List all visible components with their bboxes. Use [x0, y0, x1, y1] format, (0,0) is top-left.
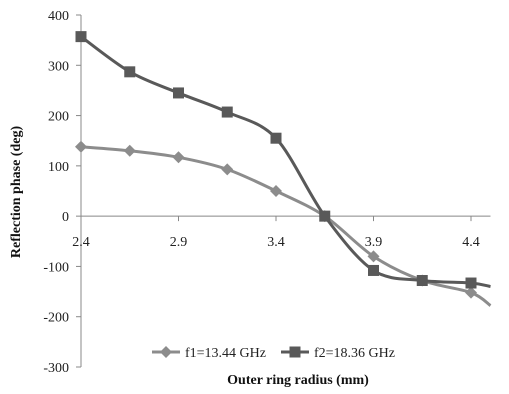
- data-point: [221, 163, 234, 176]
- legend-label: f1=13.44 GHz: [185, 346, 266, 361]
- y-axis: 400 300 200 100 0 -100 -200 -300: [43, 9, 82, 376]
- data-point: [172, 151, 185, 164]
- data-point: [368, 264, 379, 276]
- data-point: [173, 87, 184, 99]
- x-tick-label: 3.9: [365, 235, 383, 250]
- data-point: [221, 106, 233, 118]
- data-point: [367, 250, 380, 263]
- x-axis-title: Outer ring radius (mm): [227, 373, 369, 388]
- data-point: [319, 210, 331, 222]
- series-line: [80, 145, 492, 307]
- data-point: [75, 31, 87, 43]
- data-point: [465, 286, 477, 299]
- data-point: [123, 144, 136, 157]
- y-tick-label: -100: [43, 260, 69, 275]
- y-tick-label: 400: [48, 9, 69, 24]
- legend-marker: [160, 346, 172, 358]
- y-tick-label: 200: [48, 110, 69, 125]
- y-tick-label: -200: [43, 311, 69, 326]
- data-point: [416, 275, 428, 287]
- data-point: [465, 277, 477, 289]
- legend-marker: [289, 346, 301, 358]
- x-axis: 2.4 2.9 3.4 3.9 4.4: [72, 215, 491, 250]
- y-tick-label: 100: [48, 160, 69, 175]
- y-axis-title: Reflection phase (deg): [9, 126, 24, 259]
- data-point: [270, 132, 282, 144]
- legend: f1=13.44 GHz f2=18.36 GHz: [152, 346, 395, 361]
- data-point: [270, 185, 282, 197]
- legend-label: f2=18.36 GHz: [314, 346, 395, 361]
- x-tick-label: 4.4: [462, 235, 480, 250]
- y-tick-label: 0: [62, 210, 69, 225]
- x-tick-label: 2.9: [170, 235, 188, 250]
- data-point: [124, 66, 136, 78]
- x-tick-label: 3.4: [267, 235, 285, 250]
- series-2: [75, 31, 491, 289]
- series-line: [80, 35, 491, 289]
- data-point: [75, 140, 87, 153]
- y-tick-label: -300: [43, 361, 69, 376]
- y-tick-label: 300: [48, 59, 69, 74]
- series-layer: [75, 31, 492, 307]
- x-tick-label: 2.4: [72, 235, 90, 250]
